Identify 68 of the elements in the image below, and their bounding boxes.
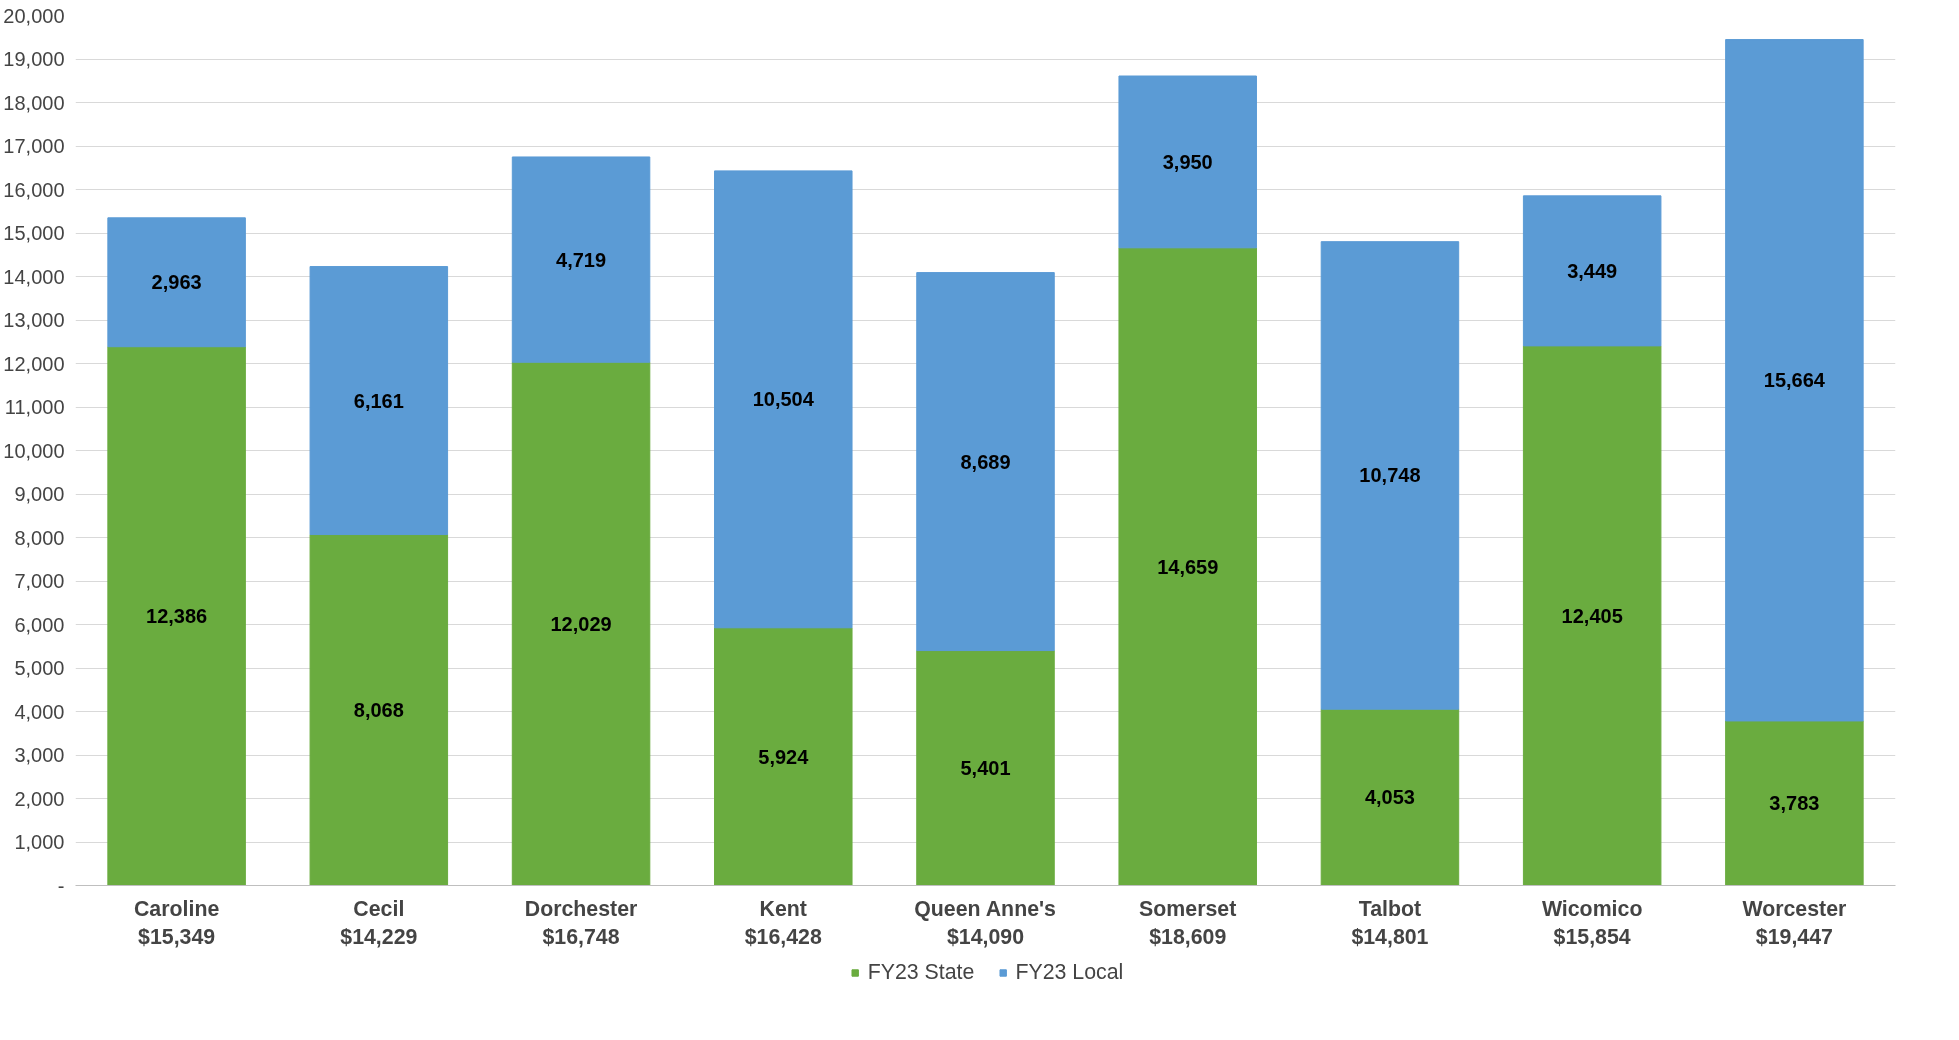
y-tick-label: 20,000 bbox=[3, 4, 65, 27]
y-tick-label: 1,000 bbox=[14, 831, 65, 853]
bar bbox=[1725, 39, 1864, 722]
x-tick-label: Somerset $18,609 bbox=[1139, 896, 1237, 950]
bar bbox=[714, 627, 853, 886]
bar bbox=[309, 266, 449, 536]
y-tick-label: 9,000 bbox=[14, 483, 65, 505]
data-label: 14,659 bbox=[1157, 555, 1219, 578]
y-tick-label: 10,000 bbox=[3, 439, 65, 462]
y-tick-label: 8,000 bbox=[14, 526, 65, 549]
bar bbox=[511, 156, 651, 363]
data-label: 5,401 bbox=[960, 757, 1011, 780]
data-label: 12,029 bbox=[550, 612, 612, 635]
bar bbox=[1725, 720, 1864, 886]
data-label: 12,405 bbox=[1561, 604, 1623, 627]
data-label: 15,664 bbox=[1763, 369, 1826, 392]
y-tick-label: 5,000 bbox=[14, 657, 65, 679]
bar bbox=[1118, 247, 1257, 886]
data-label: 10,504 bbox=[752, 388, 815, 411]
y-tick-label: 3,000 bbox=[14, 744, 65, 766]
data-label: 8,689 bbox=[960, 450, 1011, 473]
y-tick-label: 4,000 bbox=[14, 700, 65, 723]
data-label: 3,950 bbox=[1162, 150, 1213, 173]
x-tick-label: Queen Anne's $14,090 bbox=[914, 896, 1056, 950]
y-tick-label: 17,000 bbox=[3, 135, 65, 157]
x-tick-label: Caroline $15,349 bbox=[133, 896, 220, 950]
data-label: 4,719 bbox=[556, 248, 607, 271]
bar bbox=[309, 534, 449, 886]
data-label: 6,161 bbox=[353, 389, 404, 412]
bar bbox=[916, 272, 1055, 652]
legend-label: FY23 State bbox=[867, 959, 975, 985]
y-tick-label: 13,000 bbox=[3, 309, 65, 331]
y-tick-label: - bbox=[57, 874, 65, 897]
bar bbox=[107, 346, 246, 886]
y-tick-label: 16,000 bbox=[3, 178, 65, 201]
bar bbox=[107, 217, 246, 348]
bar bbox=[1320, 708, 1460, 886]
y-tick-label: 19,000 bbox=[3, 48, 65, 70]
x-tick-label: Cecil $14,229 bbox=[340, 896, 418, 950]
y-tick-label: 7,000 bbox=[14, 570, 65, 592]
y-tick-label: 11,000 bbox=[4, 396, 65, 418]
data-label: 8,068 bbox=[353, 699, 404, 722]
y-tick-label: 15,000 bbox=[3, 222, 65, 244]
data-label: 3,449 bbox=[1567, 259, 1618, 282]
x-tick-label: Talbot $14,801 bbox=[1351, 896, 1429, 950]
y-tick-label: 6,000 bbox=[14, 613, 65, 636]
data-label: 5,924 bbox=[758, 745, 810, 768]
x-tick-label: Wicomico $15,854 bbox=[1541, 896, 1643, 950]
bar bbox=[1522, 195, 1662, 347]
bar bbox=[1320, 241, 1460, 710]
bar bbox=[1118, 75, 1257, 249]
legend-label: FY23 Local bbox=[1015, 959, 1124, 985]
y-tick-label: 14,000 bbox=[3, 265, 65, 288]
data-label: 4,053 bbox=[1364, 786, 1415, 809]
x-tick-label: Kent $16,428 bbox=[744, 896, 822, 950]
bar bbox=[916, 650, 1055, 886]
bar bbox=[1522, 345, 1662, 886]
bar bbox=[714, 170, 853, 629]
data-label: 2,963 bbox=[151, 271, 202, 294]
y-tick-label: 2,000 bbox=[14, 787, 65, 810]
data-label: 12,386 bbox=[146, 605, 208, 628]
data-label: 3,783 bbox=[1769, 792, 1820, 815]
data-label: 10,748 bbox=[1359, 464, 1421, 487]
x-tick-label: Worcester $19,447 bbox=[1742, 896, 1847, 950]
x-tick-label: Dorchester $16,748 bbox=[524, 896, 638, 950]
y-tick-label: 18,000 bbox=[3, 91, 65, 114]
y-tick-label: 12,000 bbox=[3, 352, 65, 375]
bar bbox=[511, 361, 651, 886]
